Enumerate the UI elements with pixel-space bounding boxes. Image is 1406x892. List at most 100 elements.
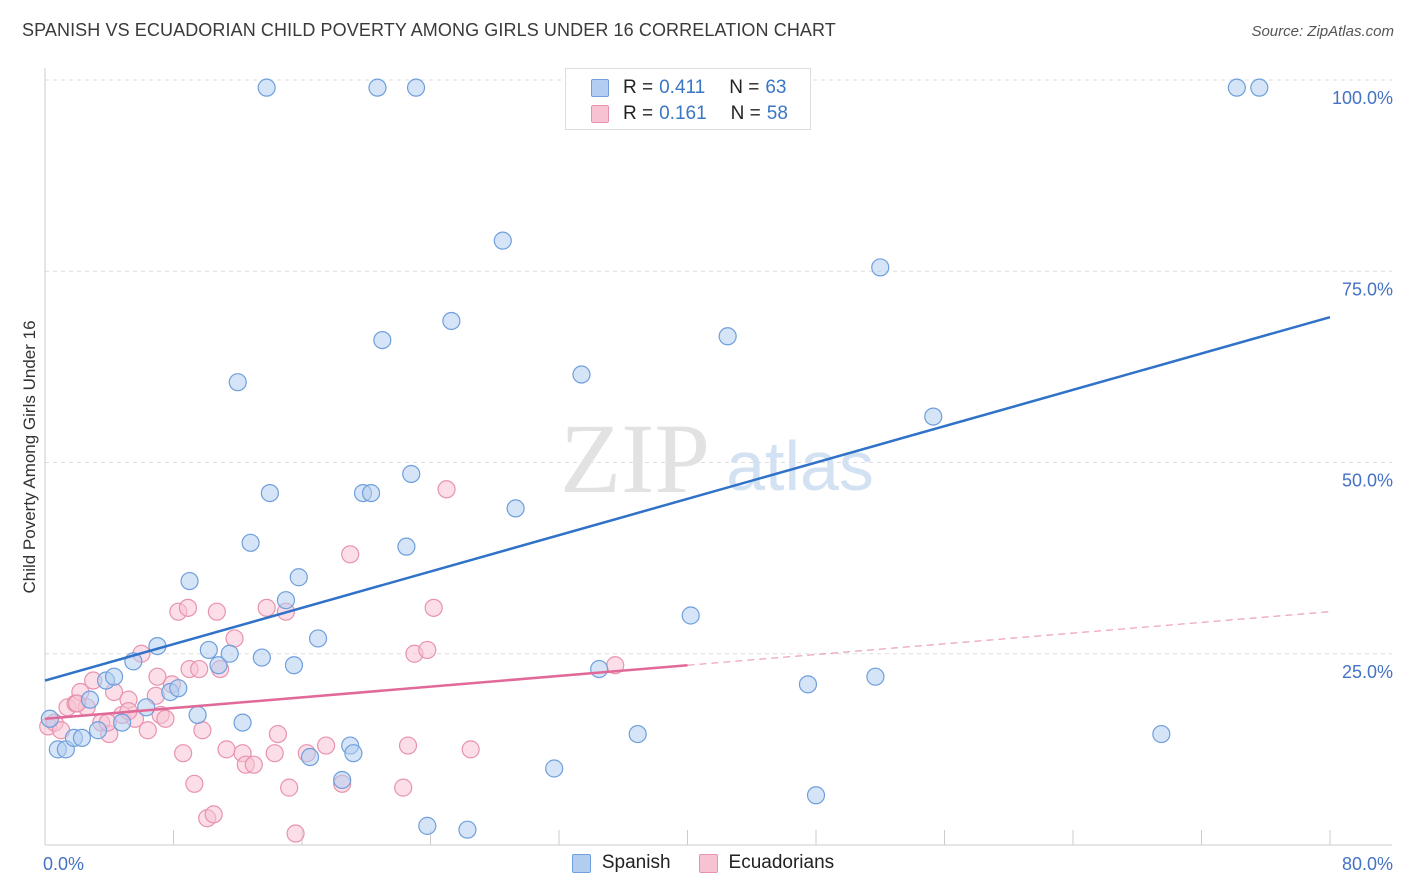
spanish-point bbox=[260, 484, 279, 503]
ecuadorian-point bbox=[148, 667, 167, 686]
spanish-point bbox=[368, 78, 387, 97]
spanish-point bbox=[718, 327, 737, 346]
ecuadorian-point bbox=[138, 721, 157, 740]
tick-labels: 25.0% 50.0% 75.0% 100.0% 0.0% 80.0% bbox=[43, 88, 1393, 874]
spanish-point bbox=[257, 78, 276, 97]
ecuadorian-point bbox=[268, 724, 288, 744]
legend-item-spanish[interactable]: Spanish bbox=[571, 852, 671, 874]
spanish-point bbox=[866, 667, 885, 686]
x-tick-label: 80.0% bbox=[1342, 854, 1393, 874]
ecuadorian-point bbox=[244, 755, 263, 774]
spanish-point bbox=[590, 659, 609, 679]
spanish-point bbox=[284, 656, 304, 675]
spanish-point bbox=[1152, 724, 1171, 744]
n-value: 58 bbox=[766, 103, 788, 124]
ecuadorian-swatch bbox=[591, 105, 609, 123]
ecuadorian-point bbox=[225, 629, 244, 648]
spanish-point bbox=[1227, 78, 1246, 97]
spanish-point bbox=[418, 816, 437, 835]
spanish-point bbox=[406, 78, 426, 97]
ecuadorian-point bbox=[190, 659, 209, 679]
legend-label-ecuadorians: Ecuadorians bbox=[728, 852, 835, 873]
spanish-point bbox=[199, 640, 218, 660]
trend-lines bbox=[44, 315, 1331, 721]
ecuadorian-point bbox=[185, 774, 204, 793]
spanish-point bbox=[180, 571, 199, 591]
ecuadorian-trend-line bbox=[44, 663, 688, 721]
spanish-point bbox=[458, 820, 477, 839]
spanish-point bbox=[506, 499, 525, 518]
spanish-point bbox=[252, 648, 271, 667]
spanish-point bbox=[871, 258, 890, 277]
ecuadorian-point bbox=[286, 824, 305, 843]
spanish-point bbox=[72, 728, 92, 748]
spanish-point bbox=[628, 724, 647, 744]
y-tick-label: 25.0% bbox=[1342, 662, 1393, 682]
watermark-zip: ZIP bbox=[560, 403, 710, 514]
chart-title: SPANISH VS ECUADORIAN CHILD POVERTY AMON… bbox=[22, 20, 836, 40]
n-label: N = bbox=[730, 103, 761, 124]
legend-item-ecuadorians[interactable]: Ecuadorians bbox=[698, 852, 835, 874]
ecuadorian-point bbox=[257, 598, 276, 617]
ecuadorian-point bbox=[394, 778, 413, 797]
n-value: 63 bbox=[765, 77, 787, 98]
spanish-point bbox=[233, 713, 252, 732]
source-label: Source: ZipAtlas.com bbox=[1251, 23, 1394, 40]
spanish-trend-line bbox=[44, 315, 1331, 682]
ecuadorian-point bbox=[398, 736, 418, 755]
spanish-swatch bbox=[591, 79, 609, 97]
ecuadorian-point bbox=[217, 740, 236, 759]
spanish-point bbox=[209, 656, 228, 675]
ecuadorian-point bbox=[193, 721, 212, 740]
legend-label-spanish: Spanish bbox=[601, 852, 671, 873]
spanish-point bbox=[361, 484, 381, 503]
spanish-point bbox=[228, 373, 247, 392]
spanish-point bbox=[289, 568, 308, 587]
spanish-point bbox=[924, 407, 943, 426]
ecuadorian-point bbox=[316, 736, 336, 755]
spanish-point bbox=[373, 331, 392, 350]
spanish-point bbox=[397, 537, 416, 556]
ecuadorian-trend-extension bbox=[687, 611, 1331, 666]
r-value: 0.411 bbox=[659, 77, 706, 98]
spanish-point bbox=[104, 667, 124, 686]
ecuadorian-points bbox=[39, 480, 625, 843]
spanish-point bbox=[88, 721, 108, 740]
y-tick-label: 50.0% bbox=[1342, 471, 1393, 491]
spanish-point bbox=[572, 365, 591, 384]
spanish-point bbox=[333, 770, 352, 790]
spanish-point bbox=[137, 698, 156, 717]
spanish-point bbox=[798, 675, 818, 694]
spanish-point bbox=[220, 644, 239, 663]
spanish-point bbox=[169, 679, 188, 698]
x-tick-label: 0.0% bbox=[43, 854, 84, 874]
spanish-points bbox=[40, 78, 1269, 839]
ecuadorian-point bbox=[204, 805, 223, 824]
r-label: R = bbox=[623, 77, 654, 98]
spanish-point bbox=[442, 311, 461, 331]
correlation-legend: R = 0.411 N = 63 R = 0.161 N = 58 bbox=[565, 68, 811, 130]
spanish-point bbox=[300, 747, 320, 767]
spanish-point bbox=[545, 759, 564, 778]
n-label: N = bbox=[729, 77, 760, 98]
ecuadorian-point bbox=[156, 709, 175, 728]
ecuadorian-point bbox=[424, 598, 443, 617]
y-axis-label: Child Poverty Among Girls Under 16 bbox=[20, 320, 39, 594]
series-legend: Spanish Ecuadorians bbox=[0, 852, 1406, 874]
y-tick-label: 75.0% bbox=[1342, 279, 1393, 299]
ecuadorian-point bbox=[461, 740, 480, 759]
r-value: 0.161 bbox=[659, 103, 707, 124]
ecuadorian-point bbox=[280, 778, 299, 797]
spanish-point bbox=[241, 533, 260, 552]
ecuadorian-point bbox=[418, 640, 437, 660]
spanish-point bbox=[402, 464, 421, 484]
spanish-point bbox=[276, 591, 296, 610]
r-label: R = bbox=[623, 103, 654, 124]
legend-row-spanish: R = 0.411 N = 63 bbox=[591, 77, 787, 99]
spanish-swatch bbox=[571, 853, 591, 873]
spanish-point bbox=[681, 606, 700, 625]
spanish-point bbox=[112, 713, 132, 732]
spanish-point bbox=[188, 705, 207, 725]
y-tick-label: 100.0% bbox=[1332, 88, 1393, 108]
